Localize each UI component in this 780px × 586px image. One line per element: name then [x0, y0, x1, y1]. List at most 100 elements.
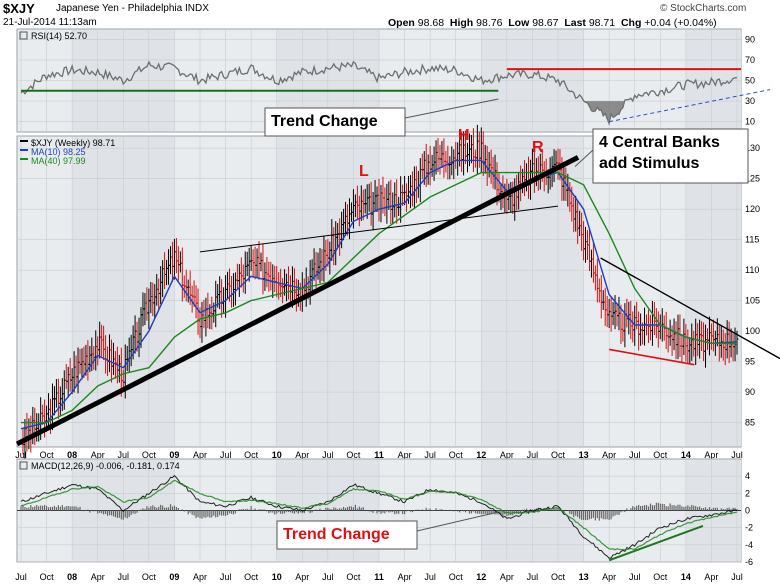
x-tick-label: Oct [142, 450, 157, 460]
x-tick-label-bottom: Apr [295, 572, 309, 582]
x-tick-label: 13 [579, 450, 589, 460]
open-label: Open [388, 17, 415, 29]
macd-legend-swatch [19, 461, 28, 470]
x-tick-label: Apr [602, 450, 616, 460]
x-tick-label-bottom: 14 [681, 572, 691, 582]
ohlc-readout: Open 98.68 High 98.76 Low 98.67 Last 98.… [388, 17, 717, 29]
trend-change-top-callout-pointer [404, 98, 499, 119]
x-tick-label: Oct [244, 450, 259, 460]
x-tick-label: Oct [551, 450, 566, 460]
ma10-line [20, 159, 738, 430]
macd-y-tick: -4 [745, 540, 753, 550]
annotations-layer: Trend Change Trend Change 4 Central Banks a… [264, 98, 749, 550]
price-legend-swatch [20, 140, 28, 142]
macd-line [20, 474, 738, 559]
x-tick-label-bottom: Jul [15, 572, 27, 582]
central-banks-callout-text: add Stimulus [599, 155, 700, 172]
x-tick-label: Jul [527, 450, 539, 460]
macd-y-tick: 4 [745, 471, 750, 481]
price-y-tick: 115 [745, 235, 759, 245]
copyright-label: © StockCharts.com [660, 3, 747, 14]
x-tick-label-bottom: Oct [40, 572, 55, 582]
trend-change-top-callout-box [264, 107, 406, 137]
x-tick-label-bottom: Jul [424, 572, 436, 582]
x-tick-label-bottom: 12 [476, 572, 486, 582]
trend-change-bottom-callout-text: Trend Change [283, 526, 390, 543]
x-tick-label-bottom: Jul [527, 572, 539, 582]
x-tick-label: Oct [346, 450, 361, 460]
macd-y-tick: -2 [745, 523, 753, 533]
x-tick-label-bottom: Apr [500, 572, 514, 582]
label-h: H [458, 127, 470, 144]
x-tick-label-bottom: 08 [67, 572, 77, 582]
x-tick-label: Apr [704, 450, 718, 460]
price-y-tick: 110 [745, 265, 759, 275]
high-label: High [449, 17, 474, 29]
x-tick-label: Oct [653, 450, 668, 460]
x-tick-label-bottom: Apr [91, 572, 105, 582]
label-r: R [532, 139, 544, 156]
x-tick-label-bottom: Oct [142, 572, 157, 582]
rsi-rising-trendline [609, 89, 771, 123]
price-legend-swatch [20, 149, 28, 151]
price-y-tick: 90 [745, 387, 755, 397]
x-tick-label-bottom: Oct [449, 572, 464, 582]
trend-change-bottom-callout-box [276, 520, 418, 550]
low-label: Low [508, 17, 530, 29]
chart-instrument-name: Japanese Yen - Philadelphia INDX [56, 3, 209, 14]
macd-y-tick: 2 [745, 488, 750, 498]
x-tick-label-bottom: Apr [398, 572, 412, 582]
x-tick-label: Jul [322, 450, 334, 460]
x-tick-label: 10 [272, 450, 282, 460]
price-y-tick: 95 [745, 357, 755, 367]
open-value: 98.68 [417, 17, 445, 29]
central-banks-callout-text: 4 Central Banks [599, 134, 720, 151]
price-y-tick: 105 [745, 296, 760, 306]
x-tick-label: Apr [193, 450, 207, 460]
x-tick-label-bottom: Jul [629, 572, 641, 582]
chg-value: +0.04 (+0.04%) [644, 17, 717, 29]
year-band [685, 137, 741, 446]
macd-panel: -6 -4 -2 0 2 4 MACD(12,26,9) -0.006, -0.181, 0… [16, 458, 753, 567]
x-tick-label: Oct [449, 450, 464, 460]
x-tick-label: Oct [40, 450, 55, 460]
macd-y-tick: -6 [745, 557, 753, 567]
ma40-line [21, 171, 738, 424]
rsi-y-tick: 10 [745, 117, 755, 127]
x-tick-label: Apr [91, 450, 105, 460]
major-trendline [15, 155, 580, 447]
x-tick-label-bottom: Oct [244, 572, 259, 582]
x-tick-label-bottom: Apr [193, 572, 207, 582]
price-y-tick: 130 [745, 143, 760, 153]
x-tick-label: Jul [118, 450, 130, 460]
central-banks-callout-pointer [574, 149, 594, 167]
macd-y-tick: 0 [745, 506, 750, 516]
chg-label: Chg [620, 17, 642, 29]
price-y-tick: 125 [745, 174, 760, 184]
x-tick-label: Jul [424, 450, 436, 460]
x-tick-label-bottom: Jul [322, 572, 334, 582]
macd-rising-line [608, 525, 704, 562]
neckline [199, 205, 559, 253]
x-tick-label: 08 [67, 450, 77, 460]
rsi-legend: RSI(14) 52.70 [31, 31, 87, 41]
x-tick-label: 11 [374, 450, 384, 460]
macd-legend: MACD(12,26,9) -0.006, -0.181, 0.174 [31, 461, 180, 471]
rsi-y-tick: 70 [745, 55, 755, 65]
trend-change-top-callout-text: Trend Change [271, 113, 378, 130]
x-tick-label-bottom: Jul [118, 572, 130, 582]
x-tick-label-bottom: Oct [653, 572, 668, 582]
x-tick-label: Jul [15, 450, 27, 460]
exchange-label: INDX [185, 3, 209, 14]
last-label: Last [564, 17, 586, 29]
x-tick-label-bottom: 10 [272, 572, 282, 582]
x-tick-label: Apr [398, 450, 412, 460]
price-legend-1: MA(10) 98.25 [31, 147, 86, 157]
price-y-tick: 120 [745, 204, 760, 214]
price-y-tick: 85 [745, 418, 755, 428]
x-tick-label-bottom: 13 [579, 572, 589, 582]
x-tick-label-bottom: Oct [346, 572, 361, 582]
price-legend-2: MA(40) 97.99 [31, 156, 86, 166]
macd-signal-line [20, 479, 738, 551]
